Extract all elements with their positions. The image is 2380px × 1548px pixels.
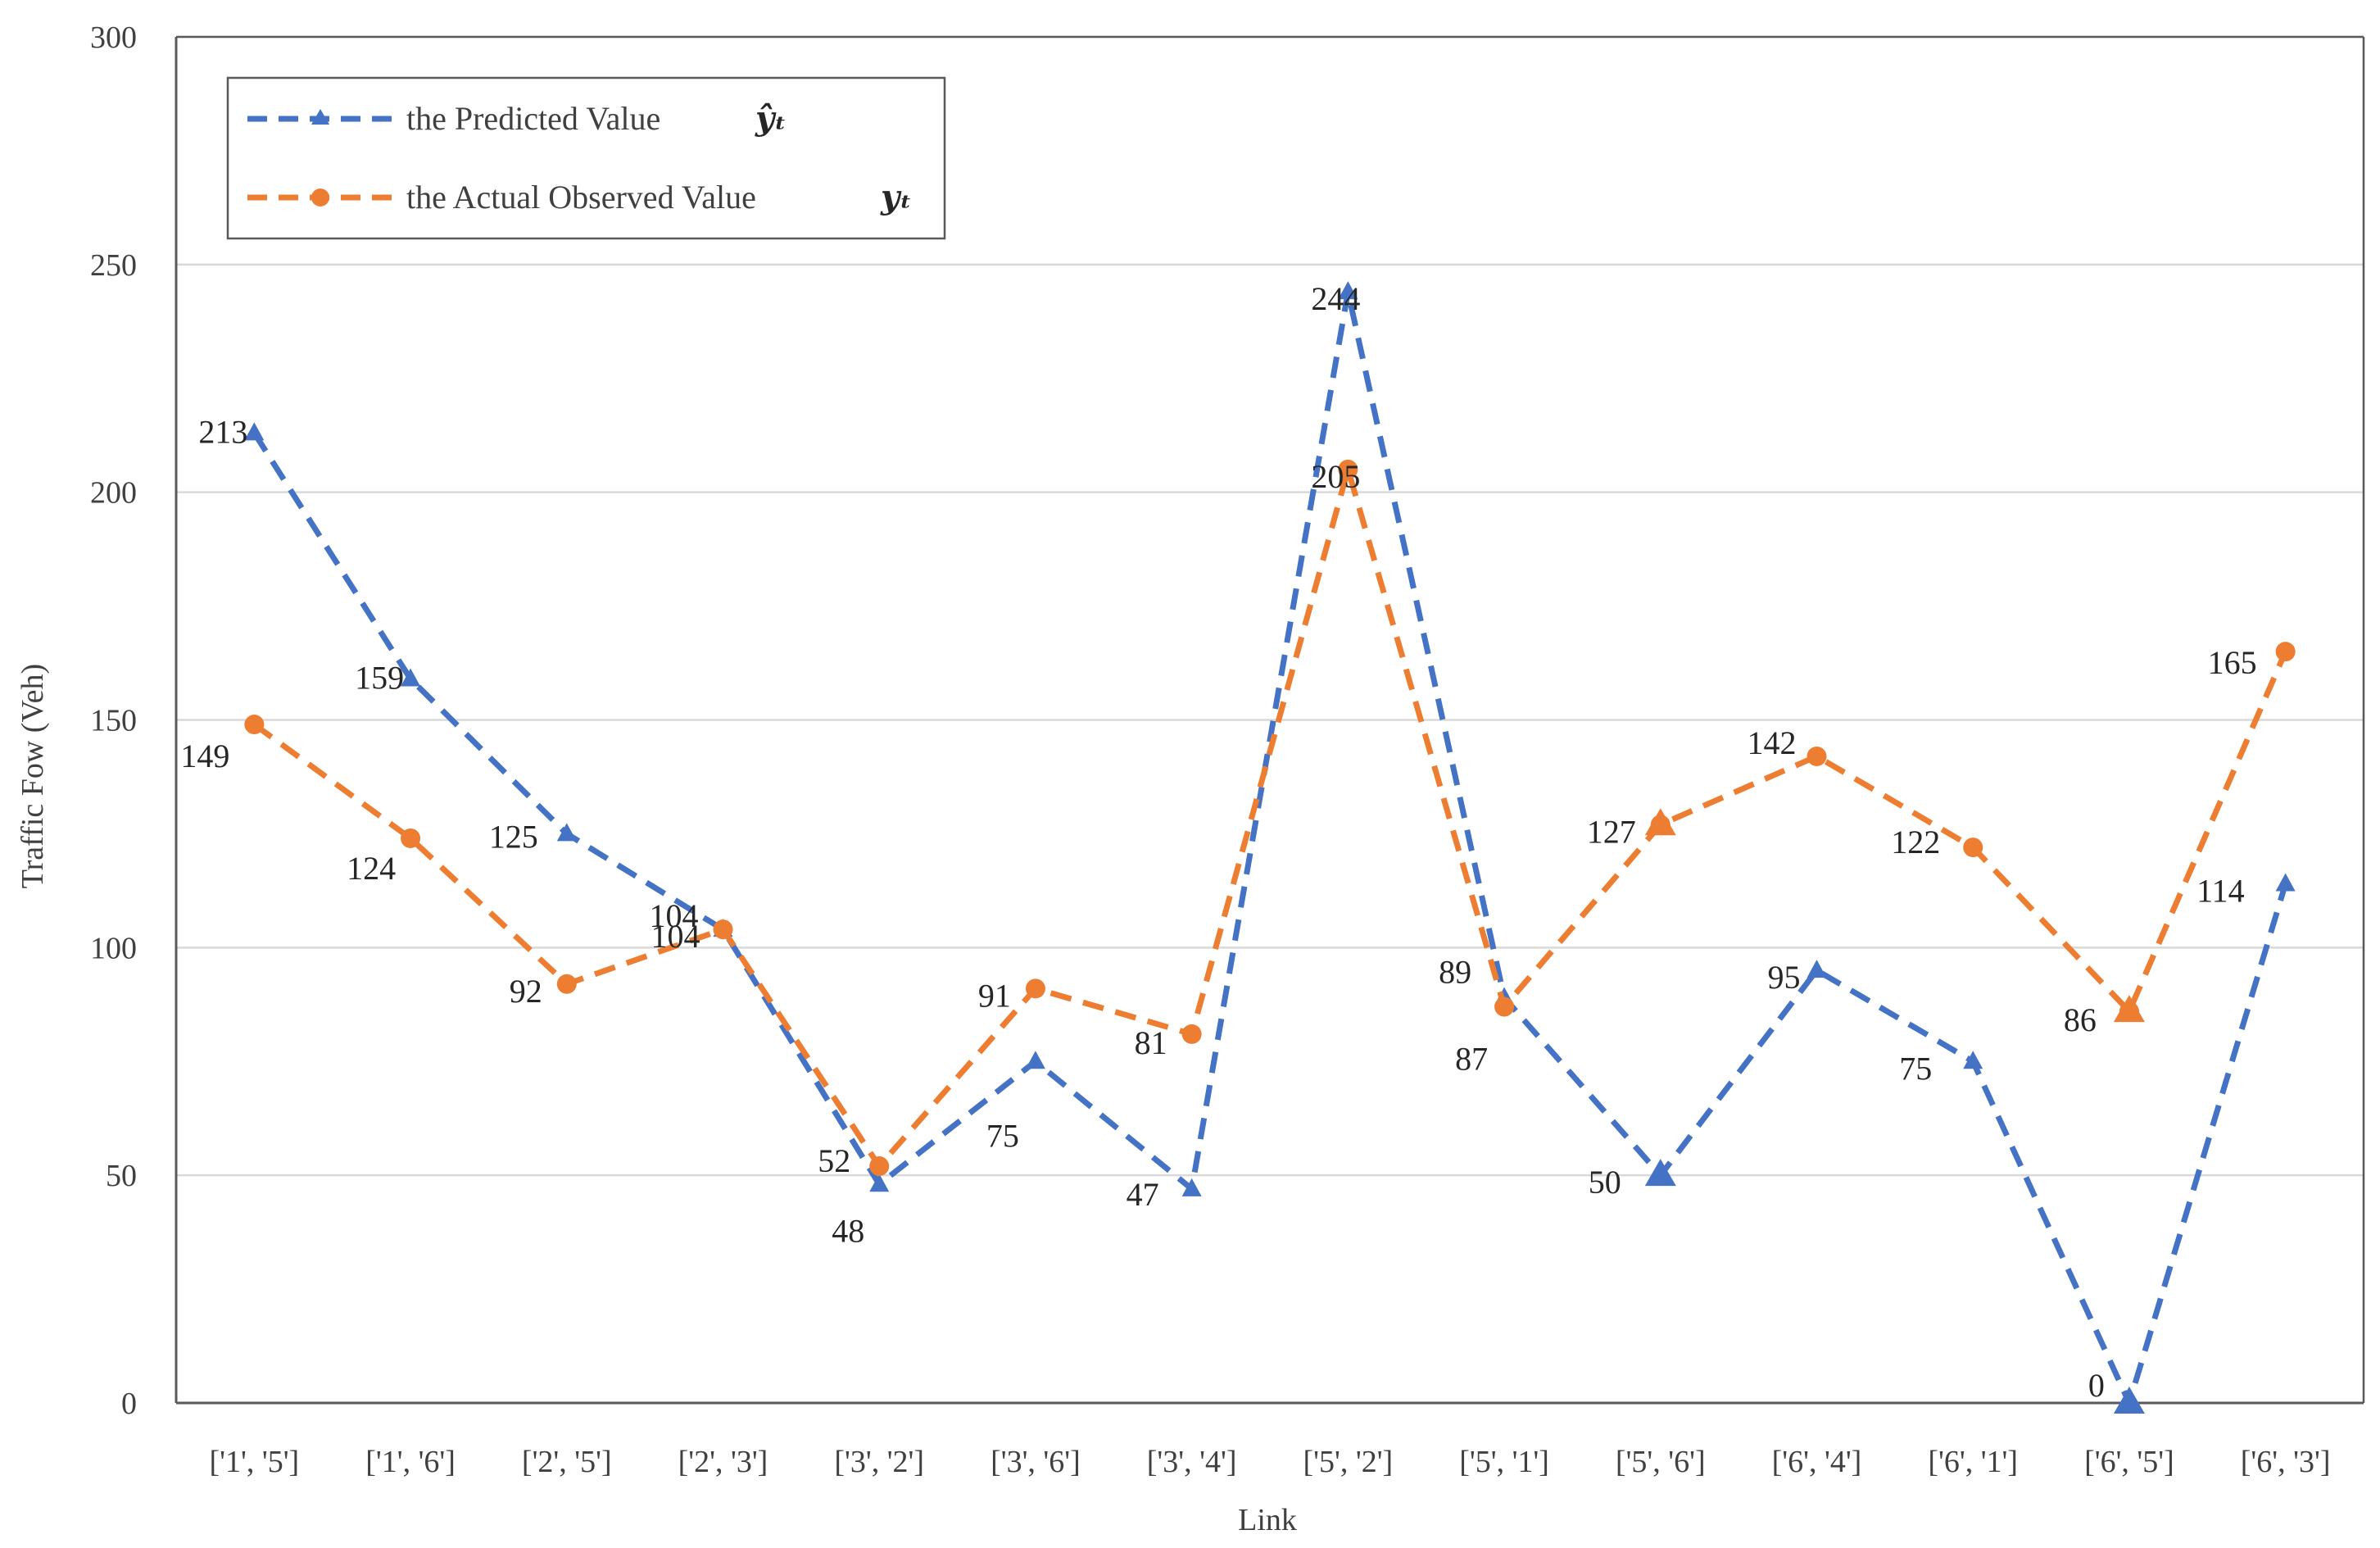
predicted-point — [1025, 1051, 1045, 1069]
x-tick-label: ['3', '6'] — [991, 1445, 1081, 1479]
predicted-point — [1181, 1178, 1202, 1196]
predicted-data-label: 213 — [198, 413, 247, 450]
actual-point — [401, 828, 421, 848]
predicted-data-label: 114 — [2196, 873, 2245, 910]
legend-item-predicted: the Predicted Value ŷₜ — [247, 99, 787, 138]
highlight-triangle-marker — [2113, 995, 2145, 1023]
actual-data-label: 122 — [1891, 824, 1940, 860]
actual-data-label: 205 — [1311, 458, 1360, 495]
actual-data-label: 127 — [1587, 813, 1636, 850]
series-line-actual — [252, 466, 2288, 1169]
x-tick-label: ['6', '4'] — [1772, 1445, 1862, 1479]
y-tick-label: 100 — [90, 931, 137, 965]
x-tick-label: ['2', '3'] — [678, 1445, 768, 1479]
actual-point — [713, 919, 733, 940]
axes — [175, 35, 2365, 1405]
data-labels: 213 159 125 104 48 75 47 244 89 50 95 75 0 114 149 124 9… — [180, 280, 2256, 1404]
predicted-data-label: 159 — [355, 659, 404, 696]
x-tick-label: ['5', '1'] — [1459, 1445, 1549, 1479]
predicted-data-label: 47 — [1127, 1176, 1159, 1213]
legend-item-actual: the Actual Observed Value yₜ — [247, 178, 912, 216]
predicted-point — [1963, 1051, 1983, 1069]
y-tick-label: 300 — [90, 20, 137, 55]
actual-data-label: 92 — [510, 973, 542, 1010]
series-group — [244, 281, 2296, 1414]
predicted-data-label: 75 — [986, 1117, 1019, 1154]
x-tick-label: ['5', '6'] — [1616, 1445, 1706, 1479]
x-tick-label: ['2', '5'] — [522, 1445, 612, 1479]
predicted-point — [244, 422, 265, 441]
legend-actual-symbol: yₜ — [880, 178, 912, 216]
predicted-data-label: 89 — [1439, 953, 1471, 990]
actual-data-label: 91 — [978, 977, 1011, 1014]
y-tick-label: 200 — [90, 476, 137, 511]
actual-data-label: 142 — [1748, 724, 1797, 761]
actual-point — [869, 1156, 890, 1177]
predicted-data-label: 50 — [1589, 1164, 1621, 1201]
y-tick-label: 0 — [121, 1387, 137, 1421]
predicted-data-label: 0 — [2088, 1367, 2105, 1404]
predicted-data-label: 125 — [489, 818, 538, 855]
actual-data-label: 52 — [818, 1142, 850, 1179]
predicted-point — [869, 1173, 890, 1192]
legend-predicted-label: the Predicted Value — [406, 100, 660, 137]
legend-predicted-marker — [311, 109, 329, 125]
y-tick-labels: 0 50 100 150 200 250 300 — [90, 20, 137, 1421]
highlight-triangle-marker — [1644, 808, 1676, 836]
predicted-point — [1807, 960, 1827, 978]
predicted-point — [556, 823, 577, 842]
actual-data-label: 124 — [347, 850, 396, 887]
actual-point — [1807, 746, 1827, 766]
actual-point — [1025, 978, 1045, 999]
predicted-data-label: 48 — [832, 1212, 864, 1249]
x-axis-title: Link — [1238, 1503, 1297, 1537]
actual-data-label: 86 — [2064, 1001, 2097, 1038]
x-tick-label: ['6', '1'] — [1928, 1445, 2018, 1479]
actual-data-label: 104 — [650, 897, 699, 934]
legend-box — [226, 76, 946, 240]
legend-predicted-symbol: ŷₜ — [755, 99, 787, 138]
x-tick-label: ['3', '4'] — [1147, 1445, 1237, 1479]
legend-actual-label: the Actual Observed Value — [406, 179, 756, 216]
actual-point — [244, 715, 265, 735]
actual-point — [1338, 459, 1358, 479]
actual-point — [1963, 838, 1983, 858]
actual-data-label: 87 — [1455, 1041, 1488, 1078]
x-tick-label: ['1', '6'] — [365, 1445, 456, 1479]
series-line-predicted — [252, 288, 2288, 1406]
predicted-point — [2275, 873, 2296, 892]
y-tick-label: 50 — [106, 1159, 137, 1193]
predicted-data-label: 95 — [1768, 959, 1801, 996]
actual-point — [2275, 642, 2296, 662]
predicted-data-label: 75 — [1899, 1050, 1932, 1087]
y-axis-title: Traffic Fow (Veh) — [16, 664, 50, 888]
x-tick-label: ['6', '5'] — [2084, 1445, 2174, 1479]
actual-data-label: 165 — [2208, 644, 2257, 681]
predicted-point — [1338, 281, 1358, 300]
y-tick-label: 250 — [90, 248, 137, 283]
actual-data-label: 149 — [180, 738, 229, 774]
actual-point — [556, 974, 577, 994]
x-tick-label: ['6', '3'] — [2241, 1445, 2331, 1479]
x-tick-label: ['1', '5'] — [210, 1445, 300, 1479]
x-tick-label: ['5', '2'] — [1303, 1445, 1394, 1479]
actual-data-label: 81 — [1135, 1024, 1167, 1061]
x-tick-labels: ['1', '5'] ['1', '6'] ['2', '5'] ['2', '3']… — [210, 1445, 2331, 1479]
legend-actual-marker — [311, 188, 329, 207]
predicted-data-label: 104 — [651, 918, 700, 955]
y-tick-label: 150 — [90, 704, 137, 738]
x-tick-label: ['3', '2'] — [834, 1445, 924, 1479]
legend: the Predicted Value ŷₜ the Actual Observ… — [226, 76, 946, 240]
highlight-triangle-marker — [2113, 1387, 2145, 1414]
predicted-data-label: 244 — [1311, 280, 1360, 317]
actual-point — [1181, 1024, 1202, 1044]
highlight-triangle-marker — [1644, 1159, 1676, 1187]
predicted-point — [401, 668, 421, 687]
actual-point — [1494, 996, 1515, 1017]
